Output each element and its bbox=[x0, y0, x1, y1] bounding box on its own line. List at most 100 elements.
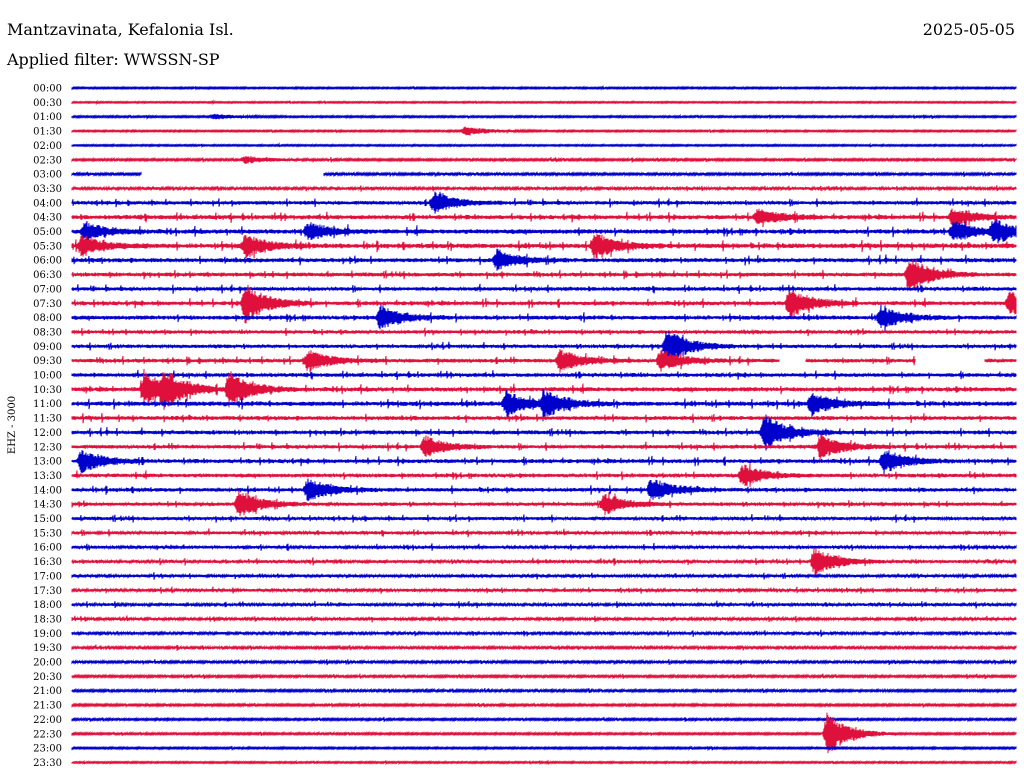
trace-line bbox=[71, 389, 1017, 422]
trace-line bbox=[71, 414, 1017, 451]
row-time-label: 17:30 bbox=[33, 586, 62, 597]
row-time-label: 14:30 bbox=[33, 500, 62, 511]
trace-line bbox=[71, 658, 1017, 666]
row-time-label: 04:30 bbox=[33, 213, 62, 224]
row-time-label: 06:00 bbox=[33, 256, 62, 267]
trace-line bbox=[71, 208, 1017, 228]
trace-line bbox=[71, 629, 1017, 637]
trace-line bbox=[71, 759, 1017, 766]
row-time-label: 10:30 bbox=[33, 385, 62, 396]
trace-line bbox=[71, 368, 1017, 410]
row-time-label: 16:30 bbox=[33, 557, 62, 568]
trace-line bbox=[71, 113, 1017, 120]
row-time-label: 18:30 bbox=[33, 614, 62, 625]
trace-line bbox=[71, 349, 1017, 373]
row-time-label: 11:00 bbox=[33, 399, 62, 410]
row-time-label: 16:00 bbox=[33, 543, 62, 554]
row-time-label: 07:00 bbox=[33, 284, 62, 295]
row-time-label: 20:30 bbox=[33, 672, 62, 683]
row-time-label: 09:00 bbox=[33, 342, 62, 353]
row-time-label: 09:30 bbox=[33, 356, 62, 367]
filter-label: Applied filter: WWSSN-SP bbox=[7, 50, 220, 69]
row-time-label: 00:00 bbox=[33, 84, 62, 95]
row-time-label: 08:30 bbox=[33, 327, 62, 338]
trace-line bbox=[71, 248, 1017, 271]
row-time-label: 13:00 bbox=[33, 457, 62, 468]
row-time-label: 08:00 bbox=[33, 313, 62, 324]
row-time-label: 15:30 bbox=[33, 528, 62, 539]
row-time-label: 01:00 bbox=[33, 112, 62, 123]
row-time-label: 22:00 bbox=[33, 715, 62, 726]
trace-line bbox=[71, 283, 1017, 294]
y-axis-label: EHZ - 3000 bbox=[7, 396, 18, 454]
row-time-label: 00:30 bbox=[33, 98, 62, 109]
trace-line bbox=[71, 586, 1017, 594]
trace-line bbox=[71, 745, 1017, 752]
trace-line bbox=[71, 155, 1017, 164]
trace-line bbox=[71, 600, 1017, 609]
row-time-label: 05:30 bbox=[33, 241, 62, 252]
trace-line bbox=[71, 644, 1017, 651]
trace-line bbox=[71, 331, 1017, 364]
row-time-label: 12:00 bbox=[33, 428, 62, 439]
trace-rows: 00:00 00:30 01:00 01:30 02:00 02:30 03:00 03:30… bbox=[33, 84, 1017, 769]
trace-line bbox=[71, 191, 1017, 214]
trace-line bbox=[71, 327, 1017, 337]
trace-line bbox=[71, 673, 1017, 680]
trace-line bbox=[71, 142, 1017, 149]
trace-line bbox=[71, 463, 1017, 487]
trace-line bbox=[71, 259, 1017, 291]
trace-line bbox=[71, 434, 1017, 461]
trace-line bbox=[71, 702, 1017, 709]
row-time-label: 21:30 bbox=[33, 701, 62, 712]
trace-line bbox=[71, 712, 1017, 754]
trace-line bbox=[71, 615, 1017, 623]
trace-line bbox=[71, 233, 1017, 259]
row-time-label: 04:00 bbox=[33, 198, 62, 209]
trace-line bbox=[71, 716, 1017, 723]
row-time-label: 17:00 bbox=[33, 571, 62, 582]
row-time-label: 05:00 bbox=[33, 227, 62, 238]
row-time-label: 10:00 bbox=[33, 371, 62, 382]
trace-line bbox=[71, 185, 1017, 192]
trace-line bbox=[71, 284, 1017, 324]
row-time-label: 18:00 bbox=[33, 600, 62, 611]
row-time-label: 23:00 bbox=[33, 744, 62, 755]
row-time-label: 12:30 bbox=[33, 442, 62, 453]
row-time-label: 03:00 bbox=[33, 170, 62, 181]
row-time-label: 19:30 bbox=[33, 643, 62, 654]
row-time-label: 15:00 bbox=[33, 514, 62, 525]
row-time-label: 07:30 bbox=[33, 299, 62, 310]
row-time-label: 13:30 bbox=[33, 471, 62, 482]
trace-line bbox=[71, 542, 1017, 552]
trace-line bbox=[71, 219, 1017, 244]
row-time-label: 19:00 bbox=[33, 629, 62, 640]
row-time-label: 02:00 bbox=[33, 141, 62, 152]
trace-line bbox=[71, 84, 1017, 91]
trace-line bbox=[71, 304, 1017, 333]
trace-line bbox=[71, 478, 1017, 502]
trace-line bbox=[71, 126, 1017, 136]
station-title: Mantzavinata, Kefalonia Isl. bbox=[7, 20, 234, 39]
row-time-label: 06:30 bbox=[33, 270, 62, 281]
row-time-label: 11:30 bbox=[33, 414, 62, 425]
trace-line bbox=[71, 171, 1017, 178]
row-time-label: 22:30 bbox=[33, 729, 62, 740]
row-time-label: 02:30 bbox=[33, 155, 62, 166]
trace-line bbox=[71, 687, 1017, 694]
trace-line bbox=[71, 413, 1017, 424]
trace-line bbox=[71, 528, 1017, 538]
row-time-label: 01:30 bbox=[33, 127, 62, 138]
trace-line bbox=[71, 490, 1017, 517]
trace-line bbox=[71, 369, 1017, 381]
trace-line bbox=[71, 547, 1017, 577]
row-time-label: 21:00 bbox=[33, 686, 62, 697]
row-time-label: 20:00 bbox=[33, 658, 62, 669]
trace-line bbox=[71, 450, 1017, 475]
row-time-label: 14:00 bbox=[33, 485, 62, 496]
trace-line bbox=[71, 572, 1017, 580]
row-time-label: 03:30 bbox=[33, 184, 62, 195]
row-time-label: 23:30 bbox=[33, 758, 62, 769]
trace-line bbox=[71, 99, 1017, 106]
